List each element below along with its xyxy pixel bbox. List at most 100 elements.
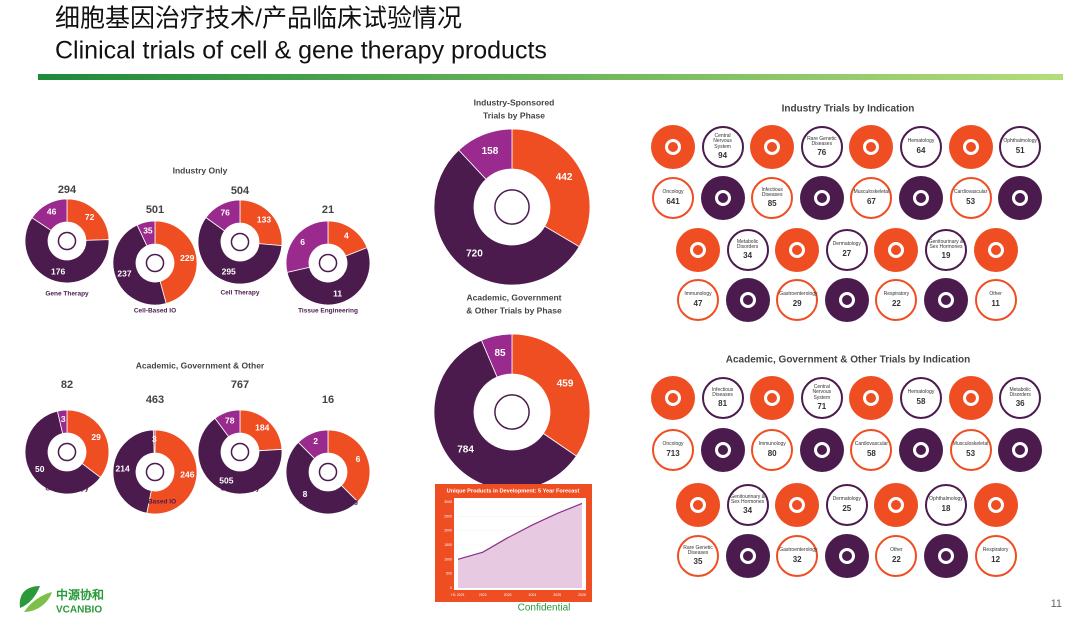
donut-total: 501: [146, 204, 164, 216]
donut-segment: [112, 429, 155, 514]
y-tick-label: 500: [446, 572, 452, 576]
indication-icon: [750, 376, 795, 420]
donut-label: Cell-Based IO: [134, 308, 176, 315]
indication-icon: [824, 278, 869, 322]
donut-segment: [136, 220, 156, 247]
icon-glyph: [665, 139, 681, 155]
x-tick-label: 2026: [578, 593, 586, 597]
donut-segment: [285, 441, 359, 515]
segment-label: 8: [303, 489, 308, 499]
icon-glyph: [987, 242, 1004, 258]
icon-glyph: [1012, 190, 1029, 206]
icon-glyph: [1012, 442, 1029, 458]
donut-segment: [511, 333, 591, 457]
indication-icon: [924, 278, 968, 322]
indication-value: 29: [792, 298, 802, 308]
indication-icon: [998, 428, 1043, 472]
indication-icon: [924, 534, 968, 578]
segment-label: 184: [255, 423, 269, 433]
indication-icon: [775, 483, 820, 527]
donut-segment: [152, 429, 156, 454]
segment-label: 72: [85, 212, 95, 222]
indication-label: Central Nervous System 71: [800, 377, 843, 419]
indication-label: Other 11: [974, 279, 1017, 321]
segment-label: 158: [482, 146, 499, 157]
icon-glyph: [863, 139, 880, 155]
indication-label: Oncology 641: [652, 177, 694, 219]
center-icon: [230, 442, 250, 462]
indication-icon: [899, 176, 943, 220]
donut-segment: [197, 216, 283, 285]
segment-label: 459: [557, 379, 574, 390]
donut-label: Gene Therapy: [45, 291, 89, 298]
indication-label: Cardiovascular 58: [850, 429, 893, 471]
confidential: Confidential: [518, 603, 571, 614]
indication-icon: [874, 483, 919, 527]
y-tick-label: 1500: [444, 543, 452, 547]
donut-total: 82: [61, 379, 73, 391]
x-tick-label: 2024: [529, 593, 537, 597]
indication-name: Immunology: [758, 441, 786, 448]
indication-name: Hematology: [907, 389, 935, 396]
indication-icon: [849, 125, 894, 169]
indication-value: 81: [718, 399, 728, 409]
segment-label: 50: [35, 464, 45, 474]
icon-glyph: [764, 139, 781, 155]
phase-title: Industry-Sponsored: [474, 97, 555, 107]
indication-icon: [973, 228, 1018, 272]
segment-label: 720: [466, 248, 483, 259]
indication-label: Hematology 58: [900, 377, 942, 419]
indication-name: Other: [989, 291, 1002, 298]
indication-icon: [799, 176, 844, 220]
indication-value: 19: [941, 251, 951, 261]
icon-glyph: [764, 390, 781, 406]
donut-total: 21: [322, 204, 334, 216]
segment-label: 78: [225, 415, 235, 425]
indication-value: 22: [891, 554, 901, 564]
indication-name: Respiratory: [883, 291, 910, 298]
segment-label: 176: [51, 267, 65, 277]
phase-title: Trials by Phase: [483, 110, 545, 120]
icon-glyph: [888, 242, 905, 258]
indication-icon: [799, 428, 844, 472]
indication-label: Gastroenterology 32: [776, 535, 819, 577]
indication-label: Ophthalmology 18: [925, 484, 967, 526]
indication-label: Other 22: [875, 535, 918, 577]
icon-glyph: [690, 497, 706, 513]
indication-icon: [651, 376, 695, 420]
segment-label: 295: [222, 267, 236, 277]
indication-name: Infectious Diseases: [711, 386, 734, 398]
indication-name: Cardiovascular: [953, 189, 988, 196]
donut-total: 294: [58, 184, 77, 196]
indication-icon: [725, 534, 770, 578]
logo-leaf: [19, 586, 40, 608]
indication-value: 80: [767, 448, 777, 458]
indication-icon: [849, 376, 894, 420]
indication-icon: [700, 428, 745, 472]
donut-total: 767: [231, 379, 249, 391]
icon-glyph: [913, 442, 929, 458]
center-icon: [318, 253, 338, 273]
icon-glyph: [813, 190, 830, 206]
indication-value: 12: [991, 554, 1001, 564]
donut-segment: [154, 220, 198, 304]
segment-label: 237: [117, 269, 131, 279]
donut-total: 463: [146, 394, 164, 406]
donut-segment: [480, 333, 513, 378]
icon-glyph: [962, 390, 979, 406]
segment-label: 214: [116, 464, 130, 474]
center-icon: [318, 462, 338, 482]
indication-name: Ophthalmology: [1003, 138, 1037, 145]
indication-value: 35: [693, 557, 703, 567]
indication-name: Gastroenterology: [779, 291, 818, 298]
indication-label: Infectious Diseases 85: [751, 177, 794, 219]
indication-title: Academic, Government & Other Trials by I…: [726, 355, 971, 366]
center-icon: [494, 394, 530, 430]
indication-name: Central Nervous System: [812, 384, 832, 401]
donut-total: 504: [231, 185, 250, 197]
donut-segment: [297, 429, 329, 460]
indication-value: 32: [792, 554, 802, 564]
indication-name: Oncology: [662, 189, 684, 196]
y-tick-label: 2000: [444, 529, 452, 533]
